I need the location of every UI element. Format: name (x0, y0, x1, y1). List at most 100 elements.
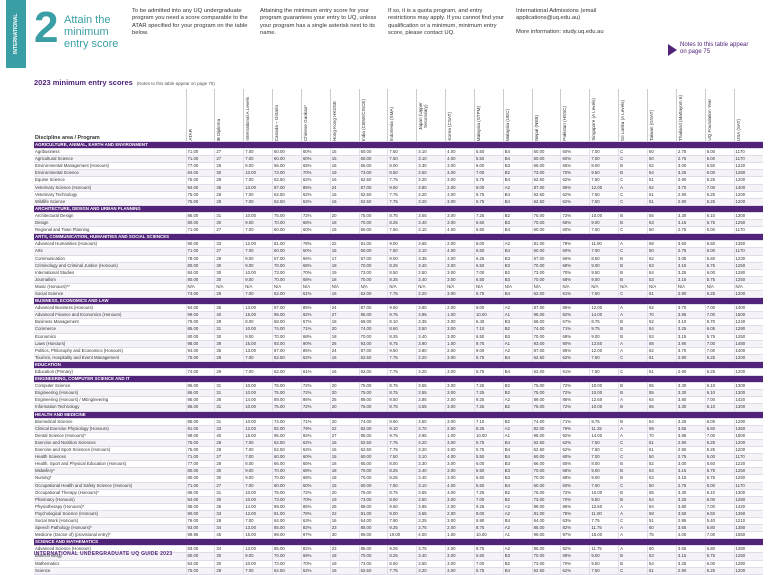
score-cell: 1.00 (445, 432, 475, 440)
score-cell: A2 (502, 524, 533, 533)
score-cell: A2 (502, 510, 533, 518)
score-cell: 61% (300, 368, 331, 377)
score-cell: 60% (560, 247, 590, 256)
score-cell: 1280 (733, 169, 763, 178)
score-cell: 16 (329, 567, 360, 575)
score-cell: 75.00 (272, 389, 302, 398)
score-cell: 2.00 (445, 240, 475, 249)
score-cell: 3.20 (416, 439, 446, 448)
score-cell: 7.00 (704, 340, 735, 348)
program-name: Advanced Business (Honours) (34, 304, 187, 313)
score-cell: 61% (300, 290, 331, 299)
program-name: Advanced Finance and Economics (Honours) (34, 311, 187, 320)
score-cell: 38 (214, 340, 244, 348)
score-cell: 3.00 (445, 489, 475, 497)
score-cell: 13.50 (589, 340, 619, 348)
score-cell: 74.00 (185, 290, 215, 299)
column-header: Singapore (A Levels) (589, 89, 619, 142)
score-cell: 1400 (733, 347, 763, 355)
score-cell: 1380 (733, 545, 763, 554)
score-cell: 3.55 (416, 403, 446, 412)
score-cell: 15 (329, 226, 360, 235)
score-cell: 53 (647, 219, 677, 228)
column-header: International A Levels (243, 89, 273, 142)
score-cell: 75.00 (531, 403, 561, 412)
score-cell: 27 (329, 311, 360, 320)
score-cell: 11.25 (589, 425, 619, 433)
score-cell: 23 (329, 524, 360, 533)
program-row: Environmental Management (Honours) 77.00 2… (34, 162, 763, 171)
score-cell: 3.75 (416, 545, 446, 554)
score-cell: 72% (560, 382, 590, 391)
score-cell: A (618, 311, 648, 320)
score-cell: 73.00 (272, 269, 302, 277)
score-cell: 5.75 (704, 276, 735, 284)
score-cell: 7.00 (243, 191, 273, 199)
score-cell: 75.00 (185, 198, 215, 206)
program-name: Advanced Science (Honours) (34, 545, 187, 554)
score-cell: 5.25 (704, 290, 735, 299)
score-cell: 86.00 (185, 489, 215, 497)
score-cell: 6.50 (473, 219, 504, 228)
score-cell: 87.00 (531, 347, 561, 355)
score-cell: B (618, 560, 648, 568)
score-cell: 3.00 (445, 354, 475, 362)
column-header-text: Singapore (A Levels) (591, 98, 597, 141)
score-cell: 15 (329, 155, 360, 164)
column-header: Korea (CSAT) (445, 89, 475, 142)
score-cell: 7.00 (704, 304, 735, 313)
score-cell: C (618, 354, 648, 362)
score-cell: 6.50 (473, 262, 504, 270)
score-cell: 1400 (733, 184, 763, 192)
score-cell: 15.00 (243, 432, 273, 440)
program-name: Agribusiness (34, 148, 187, 157)
score-cell: 18 (329, 262, 360, 270)
score-cell: 60.00 (531, 247, 561, 256)
score-cell: 3.40 (416, 262, 446, 270)
score-cell: 3.20 (416, 446, 446, 455)
score-cell: 89.00 (358, 396, 388, 405)
program-row: Computer Science 86.00 31 10.00 75.00 72% 20 75… (34, 382, 763, 391)
score-cell: 92% (300, 432, 331, 440)
score-cell: 81.00 (358, 510, 388, 518)
score-cell: 62% (560, 198, 590, 206)
program-name: Exercise and Nutrition Sciences (34, 439, 187, 448)
column-header: Nepal (NEB) (531, 89, 561, 142)
score-cell: 3.00 (445, 262, 475, 270)
score-cell: 3.95 (675, 311, 706, 320)
score-cell: 51 (647, 198, 677, 206)
score-cell: 2.00 (445, 510, 475, 518)
score-cell: 18 (329, 474, 360, 483)
column-header: USA (SAT) (733, 89, 763, 142)
score-cell: 86% (560, 396, 590, 405)
score-cell: 90.00 (185, 240, 215, 249)
score-cell: 1200 (733, 191, 763, 199)
score-cell: 7.25 (473, 382, 504, 391)
score-cell: 89.00 (358, 503, 388, 511)
column-header: Taiwan (GSAT) (647, 89, 677, 142)
score-cell: 60% (560, 155, 590, 164)
score-cell: 68% (300, 333, 331, 341)
score-cell: 7.00 (473, 269, 504, 277)
score-cell: 6.00 (704, 560, 735, 568)
program-row: Mathematics 84.00 30 10.00 73.00 70% 19 73.00 8.… (34, 560, 763, 568)
score-cell: 73.00 (531, 269, 561, 277)
score-cell: 7.00 (473, 560, 504, 568)
score-cell: 9.75 (473, 340, 504, 348)
score-cell: B3 (502, 467, 533, 476)
score-cell: 27 (214, 453, 244, 462)
footer: INTERNATIONAL UNDERGRADUATE UQ GUIDE 202… (34, 551, 173, 557)
program-name: Equine Science (34, 176, 187, 185)
score-cell: 5.50 (473, 482, 504, 490)
section-row: HEALTH AND MEDICINE (34, 411, 763, 419)
score-cell: 5.75 (704, 333, 735, 341)
score-cell: 50 (647, 148, 677, 157)
score-cell: 9.50 (387, 503, 417, 511)
score-cell: 20 (329, 389, 360, 398)
score-cell: 50 (647, 482, 677, 490)
score-cell: A1 (502, 531, 533, 540)
score-cell: 72% (560, 389, 590, 398)
program-name: Exercise and Sport Sciences (Honours) (34, 446, 187, 455)
table-title: 2023 minimum entry scores (Notes to this … (34, 78, 215, 87)
score-cell: 85% (300, 184, 331, 192)
